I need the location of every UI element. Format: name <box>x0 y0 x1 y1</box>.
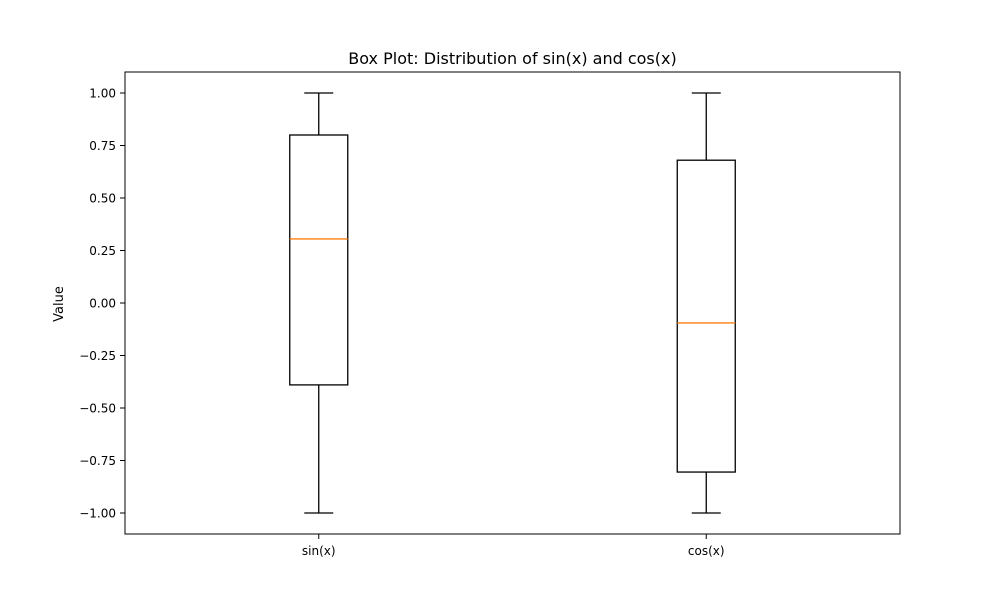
y-axis-label: Value <box>52 286 67 322</box>
y-tick-label: 0.50 <box>89 192 116 206</box>
y-tick-label: −0.25 <box>79 349 116 363</box>
y-tick-label: −1.00 <box>79 507 116 521</box>
y-tick-label: 0.25 <box>89 244 116 258</box>
iqr-box <box>676 159 736 473</box>
y-tick-label: −0.75 <box>79 454 116 468</box>
y-tick-label: −0.50 <box>79 402 116 416</box>
x-tick-label: cos(x) <box>688 544 725 558</box>
iqr-box <box>289 134 349 386</box>
y-tick-label: 1.00 <box>89 87 116 101</box>
y-tick-label: 0.75 <box>89 139 116 153</box>
plot-frame <box>124 71 901 535</box>
chart-title: Box Plot: Distribution of sin(x) and cos… <box>348 49 676 68</box>
x-tick-label: sin(x) <box>302 544 336 558</box>
plot-area: −1.00 −0.75 −0.50 −0.25 0.00 0.25 0.50 0.75 1.00… <box>79 87 736 558</box>
y-tick-label: 0.00 <box>89 297 116 311</box>
